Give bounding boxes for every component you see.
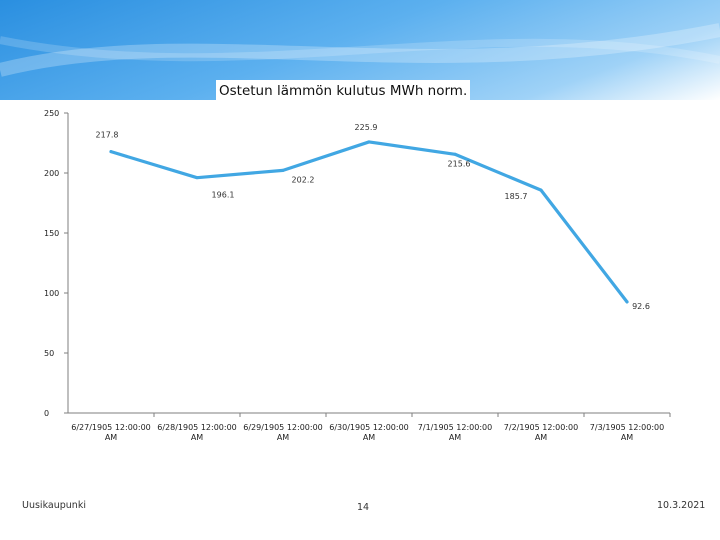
footer-organization: Uusikaupunki [22,500,86,511]
footer-date: 10.3.2021 [657,500,706,511]
chart-title: Ostetun lämmön kulutus MWh norm. [216,80,471,102]
data-point [281,168,285,172]
y-tick-label: 0 [44,409,49,418]
data-label: 215.6 [448,159,471,168]
data-point [453,152,457,156]
y-tick-label: 150 [44,229,59,238]
data-label: 196.1 [212,191,235,200]
data-point [539,188,543,192]
y-tick-label: 100 [44,289,59,298]
data-point [367,140,371,144]
series-line [109,140,629,304]
x-tick-label: 6/29/1905 12:00:00 AM [243,423,323,442]
x-tick-label: 7/1/1905 12:00:00 AM [418,423,492,442]
data-label: 202.2 [292,175,315,184]
x-tick-label: 7/2/1905 12:00:00 AM [504,423,578,442]
x-tick-label: 7/3/1905 12:00:00 AM [590,423,664,442]
header-decoration [0,23,720,77]
data-label: 225.9 [355,123,378,132]
footer-page-number: 14 [357,502,370,513]
y-tick-label: 200 [44,169,59,178]
data-point [195,176,199,180]
data-label: 185.7 [505,192,528,201]
x-tick-label: 6/30/1905 12:00:00 AM [329,423,409,442]
data-point [625,300,629,304]
data-label: 92.6 [632,302,650,311]
data-point [109,150,113,154]
data-label: 217.8 [96,131,119,140]
x-tick-label: 6/28/1905 12:00:00 AM [157,423,237,442]
y-tick-label: 50 [44,349,54,358]
y-tick-label: 250 [44,109,59,118]
x-tick-label: 6/27/1905 12:00:00 AM [71,423,151,442]
